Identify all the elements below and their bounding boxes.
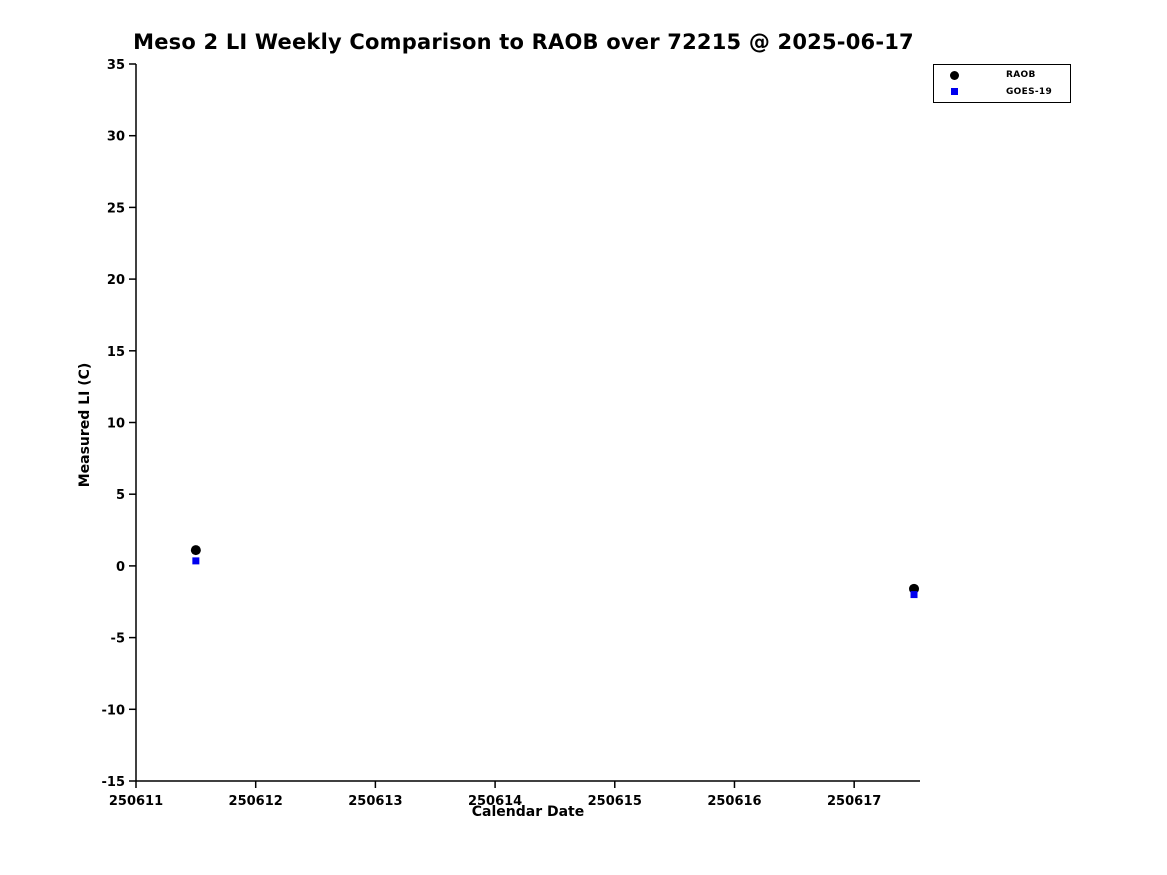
y-tick-label: 25 — [107, 201, 125, 216]
legend-item-raob: RAOB — [934, 68, 1070, 82]
x-tick-label: 250611 — [109, 794, 163, 809]
x-axis-label: Calendar Date — [471, 804, 585, 820]
x-tick-label: 250615 — [588, 794, 642, 809]
x-tick-label: 250612 — [229, 794, 283, 809]
chart-title: Meso 2 LI Weekly Comparison to RAOB over… — [133, 30, 914, 54]
data-point-goes-19 — [192, 557, 200, 565]
y-tick-label: 15 — [107, 345, 125, 360]
x-tick-label: 250614 — [468, 794, 522, 809]
y-tick-label: -10 — [102, 703, 126, 718]
x-tick-label: 250613 — [348, 794, 402, 809]
legend: RAOB GOES-19 — [933, 64, 1071, 103]
data-point-raob — [190, 545, 201, 556]
legend-marker-wrap — [948, 70, 960, 80]
legend-label: RAOB — [1006, 70, 1036, 81]
y-tick-label: 0 — [116, 560, 125, 575]
y-tick-label: 35 — [107, 58, 125, 73]
x-tick-label: 250617 — [827, 794, 881, 809]
legend-label: GOES-19 — [1006, 86, 1053, 97]
y-tick-label: 5 — [116, 488, 125, 503]
x-tick-label: 250616 — [707, 794, 761, 809]
data-point-goes-19 — [910, 591, 918, 599]
y-tick-label: 20 — [107, 273, 125, 288]
y-tick-label: 30 — [107, 130, 125, 145]
circle-marker-icon — [949, 70, 959, 80]
y-tick-label: -5 — [111, 632, 125, 647]
y-tick-label: 10 — [107, 417, 125, 432]
legend-item-goes-19: GOES-19 — [934, 85, 1070, 99]
y-tick-label: -15 — [102, 775, 126, 790]
legend-marker-wrap — [948, 88, 960, 96]
square-marker-icon — [950, 88, 958, 96]
